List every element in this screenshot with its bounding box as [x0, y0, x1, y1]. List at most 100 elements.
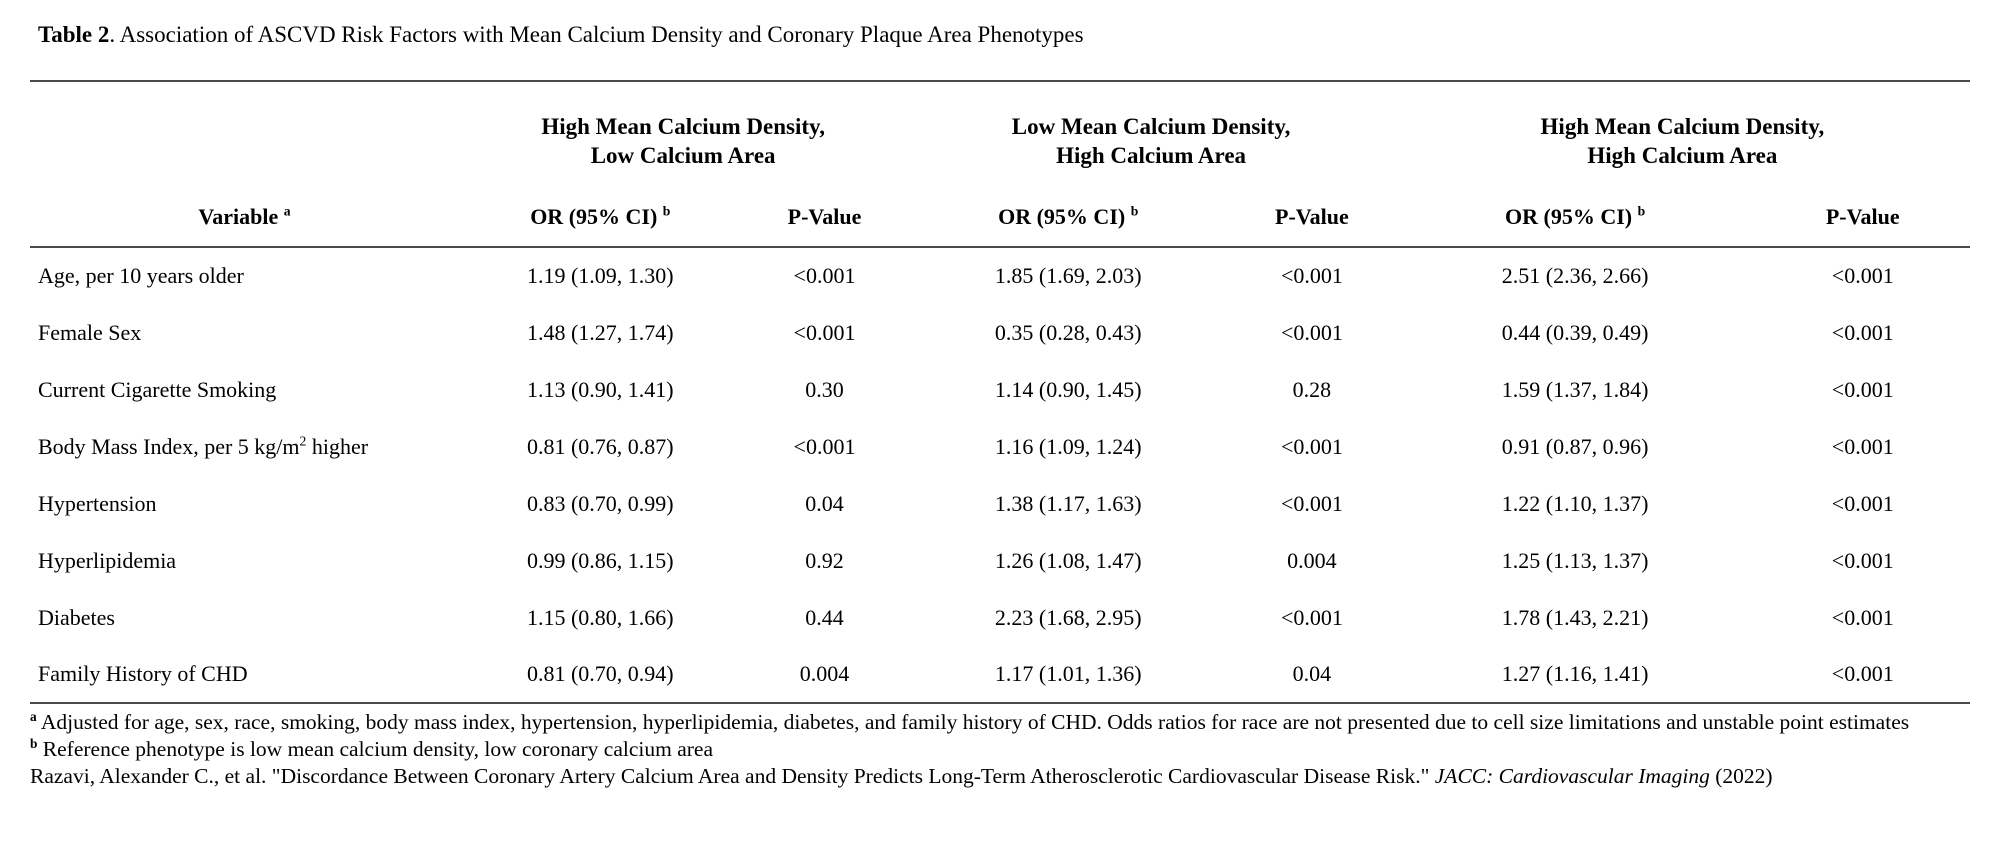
group-header-line: Low Mean Calcium Density,	[1011, 114, 1291, 139]
footnote: b Reference phenotype is low mean calciu…	[30, 735, 714, 761]
pvalue-column-header-2: P-Value	[1229, 170, 1395, 248]
citation-year: (2022)	[1709, 764, 1773, 788]
variable-column-header: Variable a	[30, 170, 459, 248]
empty-corner-cell	[30, 81, 459, 170]
variable-cell: Current Cigarette Smoking	[38, 376, 277, 402]
or-column-header-1: OR (95% CI) b	[458, 170, 742, 248]
or-ci-cell: 1.85 (1.69, 2.03)	[994, 263, 1142, 288]
group-header-line: High Mean Calcium Density,	[1540, 114, 1825, 139]
pvalue-cell: <0.001	[1831, 604, 1894, 630]
pvalue-cell: <0.001	[1755, 646, 1970, 704]
table-body: Age, per 10 years older 1.19 (1.09, 1.30)…	[30, 247, 1970, 704]
variable-superscript: 2	[299, 433, 307, 449]
or-ci-cell: 1.27 (1.16, 1.41)	[1394, 646, 1756, 704]
table-row: Current Cigarette Smoking 1.13 (0.90, 1.4…	[30, 361, 1970, 418]
variable-cell: Hypertension	[38, 490, 157, 516]
pvalue-cell: <0.001	[1831, 547, 1894, 573]
pvalue-cell: <0.001	[1831, 433, 1894, 459]
or-ci-cell: 1.22 (1.10, 1.37)	[1501, 490, 1649, 516]
or-ci-cell: 1.13 (0.90, 1.41)	[526, 376, 674, 402]
or-column-header-3: OR (95% CI) b	[1394, 170, 1756, 248]
pvalue-cell: 0.004	[741, 646, 908, 704]
or-header-label: OR (95% CI)	[530, 204, 658, 229]
group-header-line: High Calcium Area	[1587, 143, 1778, 168]
variable-cell: Body Mass Index, per 5 kg/m2 higher	[38, 433, 369, 459]
or-ci-cell: 0.83 (0.70, 0.99)	[526, 490, 674, 516]
or-ci-cell: 2.51 (2.36, 2.66)	[1501, 263, 1649, 288]
table-row: Hyperlipidemia 0.99 (0.86, 1.15) 0.92 1.26 …	[30, 532, 1970, 589]
or-column-header-2: OR (95% CI) b	[907, 170, 1230, 248]
pvalue-cell: 0.44	[805, 604, 844, 630]
results-table: High Mean Calcium Density, Low Calcium A…	[30, 80, 1970, 704]
or-header-sup: b	[1637, 203, 1646, 219]
or-ci-cell: 1.48 (1.27, 1.74)	[526, 319, 674, 345]
table-row: Body Mass Index, per 5 kg/m2 higher 0.81 …	[30, 418, 1970, 475]
group-header-high-density-low-area: High Mean Calcium Density, Low Calcium A…	[459, 81, 907, 170]
group-header-line: High Calcium Area	[1056, 143, 1247, 168]
variable-cell: Female Sex	[38, 319, 142, 345]
citation-journal: JACC: Cardiovascular Imaging	[1434, 764, 1710, 788]
pvalue-cell: 0.04	[1229, 646, 1395, 704]
table-row: Family History of CHD 0.81 (0.70, 0.94) 0.…	[30, 646, 1970, 704]
table-row: Age, per 10 years older 1.19 (1.09, 1.30)…	[30, 247, 1970, 304]
pvalue-cell: <0.001	[1831, 263, 1894, 288]
pvalue-cell: 0.28	[1292, 376, 1332, 402]
sub-header-row: Variable a OR (95% CI) b P-Value OR (95%…	[30, 170, 1970, 248]
pvalue-cell: 0.92	[805, 547, 844, 573]
or-ci-cell: 2.23 (1.68, 2.95)	[994, 604, 1142, 630]
variable-cell: Family History of CHD	[30, 646, 459, 704]
pvalue-cell: <0.001	[1280, 604, 1343, 630]
or-ci-cell: 1.17 (1.01, 1.36)	[907, 646, 1230, 704]
or-ci-cell: 0.99 (0.86, 1.15)	[526, 547, 674, 573]
table-row: Hypertension 0.83 (0.70, 0.99) 0.04 1.38 (1…	[30, 475, 1970, 532]
table-title-text: . Association of ASCVD Risk Factors with…	[109, 22, 1084, 47]
or-ci-cell: 0.35 (0.28, 0.43)	[994, 319, 1142, 345]
or-ci-cell: 1.19 (1.09, 1.30)	[526, 263, 674, 288]
footnote: a Adjusted for age, sex, race, smoking, …	[30, 708, 1910, 734]
variable-cell: Diabetes	[38, 604, 115, 630]
or-ci-cell: 1.78 (1.43, 2.21)	[1501, 604, 1649, 630]
or-header-label: OR (95% CI)	[998, 204, 1126, 229]
or-ci-cell: 1.14 (0.90, 1.45)	[994, 376, 1142, 402]
or-ci-cell: 1.16 (1.09, 1.24)	[994, 433, 1142, 459]
pvalue-cell: 0.04	[805, 490, 844, 516]
pvalue-cell: <0.001	[1280, 433, 1343, 459]
group-header-line: Low Calcium Area	[590, 143, 776, 168]
pvalue-cell: 0.004	[1287, 547, 1337, 573]
pvalue-cell: <0.001	[1280, 263, 1343, 288]
variable-header-sup: a	[283, 203, 291, 219]
pvalue-column-header-3: P-Value	[1755, 170, 1970, 248]
pvalue-cell: <0.001	[1280, 490, 1343, 516]
pvalue-cell: <0.001	[793, 433, 856, 459]
pvalue-cell: <0.001	[793, 319, 856, 345]
footnote-marker: a	[30, 708, 37, 724]
citation-text: Razavi, Alexander C., et al. "Discordanc…	[30, 764, 1435, 788]
pvalue-cell: <0.001	[1280, 319, 1343, 345]
footnote-marker: b	[30, 735, 38, 751]
or-ci-cell: 1.38 (1.17, 1.63)	[994, 490, 1142, 516]
or-ci-cell: 0.81 (0.70, 0.94)	[458, 646, 742, 704]
or-ci-cell: 0.91 (0.87, 0.96)	[1501, 433, 1649, 459]
footnotes: a Adjusted for age, sex, race, smoking, …	[30, 709, 1970, 763]
group-header-low-density-high-area: Low Mean Calcium Density, High Calcium A…	[907, 81, 1394, 170]
citation: Razavi, Alexander C., et al. "Discordanc…	[30, 763, 1970, 790]
table-row: Diabetes 1.15 (0.80, 1.66) 0.44 2.23 (1.68,…	[30, 589, 1970, 646]
group-header-high-density-high-area: High Mean Calcium Density, High Calcium …	[1395, 81, 1970, 170]
variable-cell: Hyperlipidemia	[38, 547, 177, 573]
paper-table-page: Table 2. Association of ASCVD Risk Facto…	[30, 22, 1970, 790]
or-ci-cell: 1.15 (0.80, 1.66)	[526, 604, 674, 630]
pvalue-column-header-1: P-Value	[741, 170, 908, 248]
pvalue-cell: 0.30	[805, 376, 844, 402]
group-header-line: High Mean Calcium Density,	[541, 114, 825, 139]
or-ci-cell: 1.59 (1.37, 1.84)	[1501, 376, 1649, 402]
or-ci-cell: 0.44 (0.39, 0.49)	[1501, 319, 1649, 345]
variable-header-label: Variable	[198, 204, 279, 229]
pvalue-cell: <0.001	[1831, 490, 1894, 516]
variable-cell: Age, per 10 years older	[38, 263, 244, 288]
or-header-sup: b	[1130, 203, 1139, 219]
pvalue-cell: <0.001	[1831, 319, 1894, 345]
pvalue-cell: <0.001	[1831, 376, 1894, 402]
pvalue-cell: <0.001	[793, 263, 856, 288]
or-header-sup: b	[662, 203, 671, 219]
table-number-label: Table 2	[38, 22, 110, 47]
